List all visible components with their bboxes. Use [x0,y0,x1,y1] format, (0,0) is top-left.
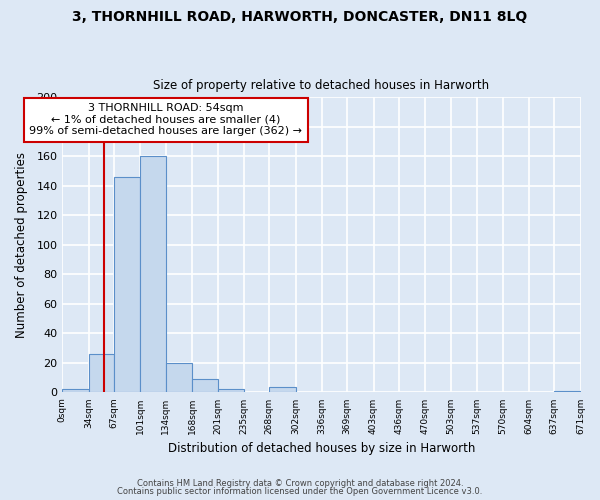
Y-axis label: Number of detached properties: Number of detached properties [15,152,28,338]
Bar [192,379,218,392]
Bar [269,386,296,392]
Text: 3, THORNHILL ROAD, HARWORTH, DONCASTER, DN11 8LQ: 3, THORNHILL ROAD, HARWORTH, DONCASTER, … [73,10,527,24]
Bar [166,363,192,392]
Text: Contains HM Land Registry data © Crown copyright and database right 2024.: Contains HM Land Registry data © Crown c… [137,478,463,488]
Bar [114,177,140,392]
Text: Contains public sector information licensed under the Open Government Licence v3: Contains public sector information licen… [118,487,482,496]
X-axis label: Distribution of detached houses by size in Harworth: Distribution of detached houses by size … [168,442,475,455]
Bar [62,390,89,392]
Bar [218,390,244,392]
Text: 3 THORNHILL ROAD: 54sqm
← 1% of detached houses are smaller (4)
99% of semi-deta: 3 THORNHILL ROAD: 54sqm ← 1% of detached… [29,103,302,136]
Bar [89,354,114,393]
Title: Size of property relative to detached houses in Harworth: Size of property relative to detached ho… [154,79,490,92]
Bar [554,391,581,392]
Bar [140,156,166,392]
